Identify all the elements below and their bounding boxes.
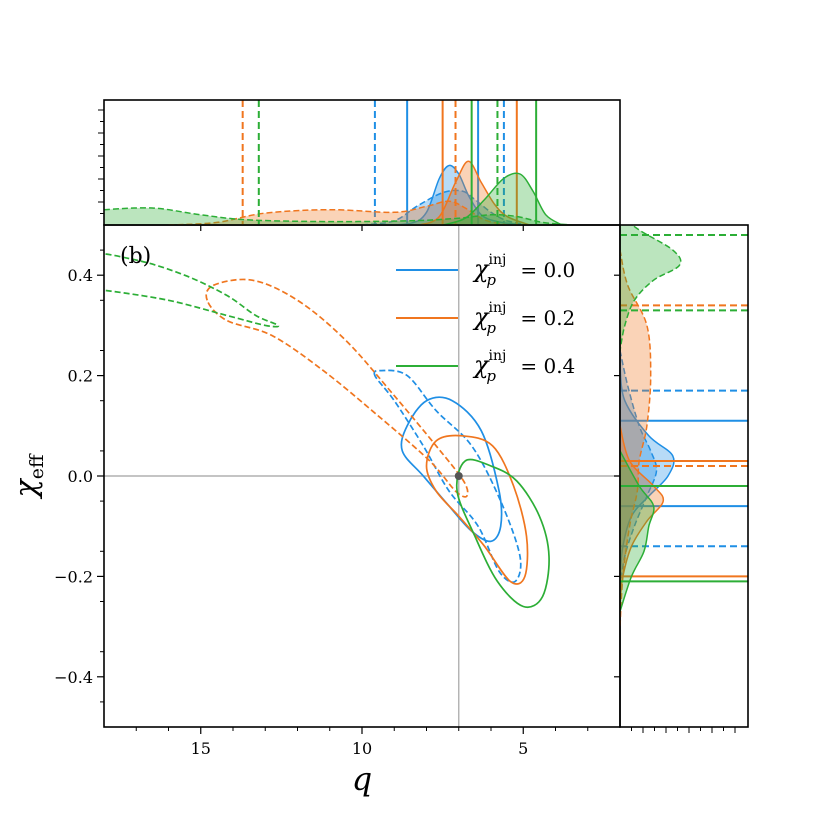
y-tick-label-2: 0.0 [68,467,93,486]
series-2-chi-density-dashed [620,225,682,351]
y-tick-label-3: −0.2 [54,567,93,586]
series-0-chi-density-solid-fill [620,365,674,577]
series-1-solid-contour [425,434,529,585]
series-2-q-density-dashed [104,207,572,225]
main-contour-plot: 15 10 5 0.40.20.0−0.2−0.4 (b) χinj p = 0.0χ… [54,224,621,758]
series-0-dashed-contour [373,369,522,584]
series-2-q-density-solid-fill [442,173,562,225]
series-1-q-density-solid [419,160,530,225]
q-marginal-panel [98,99,621,231]
series-2-dashed-contour [104,252,280,328]
series-0-chi-density-dashed [620,350,658,587]
y-tick-label-0: 0.4 [68,266,93,285]
series-2-solid-contour [455,458,550,609]
y-tick-label-1: 0.2 [68,367,93,386]
series-2-chi-density-solid-fill [620,450,654,612]
series-2-q-density-dashed-fill [104,207,572,225]
x-tick-label-0: 15 [191,739,211,758]
injection-point [454,472,463,480]
chi-eff-marginal-panel [614,224,749,733]
series-1-q-density-dashed [168,200,508,225]
series-1-q-density-dashed-fill [168,201,508,225]
series-2-q-density-solid [442,172,563,225]
series-0-q-density-dashed-fill [362,190,530,225]
y-axis-label: χeff [9,453,48,499]
series-0-solid-contour [400,396,503,543]
x-tick-label-1: 10 [352,739,372,758]
series-1-q-density-solid-fill [420,161,530,225]
legend-label-0: χinj p = 0.0 [472,252,575,289]
series-2-chi-density-dashed-fill [620,225,681,351]
series-1-chi-density-dashed-fill [620,250,651,627]
series-0-chi-density-solid [620,365,675,577]
legend-label-1: χinj p = 0.2 [472,300,575,337]
series-1-dashed-contour [205,278,469,498]
q-marginal-frame [103,99,621,226]
series-1-chi-density-solid [620,425,665,602]
legend: χinj p = 0.0 χinj p = 0.2 χinj p = 0.4 [396,252,575,385]
y-tick-label-4: −0.4 [54,668,93,687]
x-tick-label-2: 5 [518,739,528,758]
panel-label: (b) [120,244,151,269]
x-axis-label: q [352,760,372,798]
series-0-q-density-dashed [361,189,530,225]
legend-label-2: χinj p = 0.4 [472,348,575,385]
